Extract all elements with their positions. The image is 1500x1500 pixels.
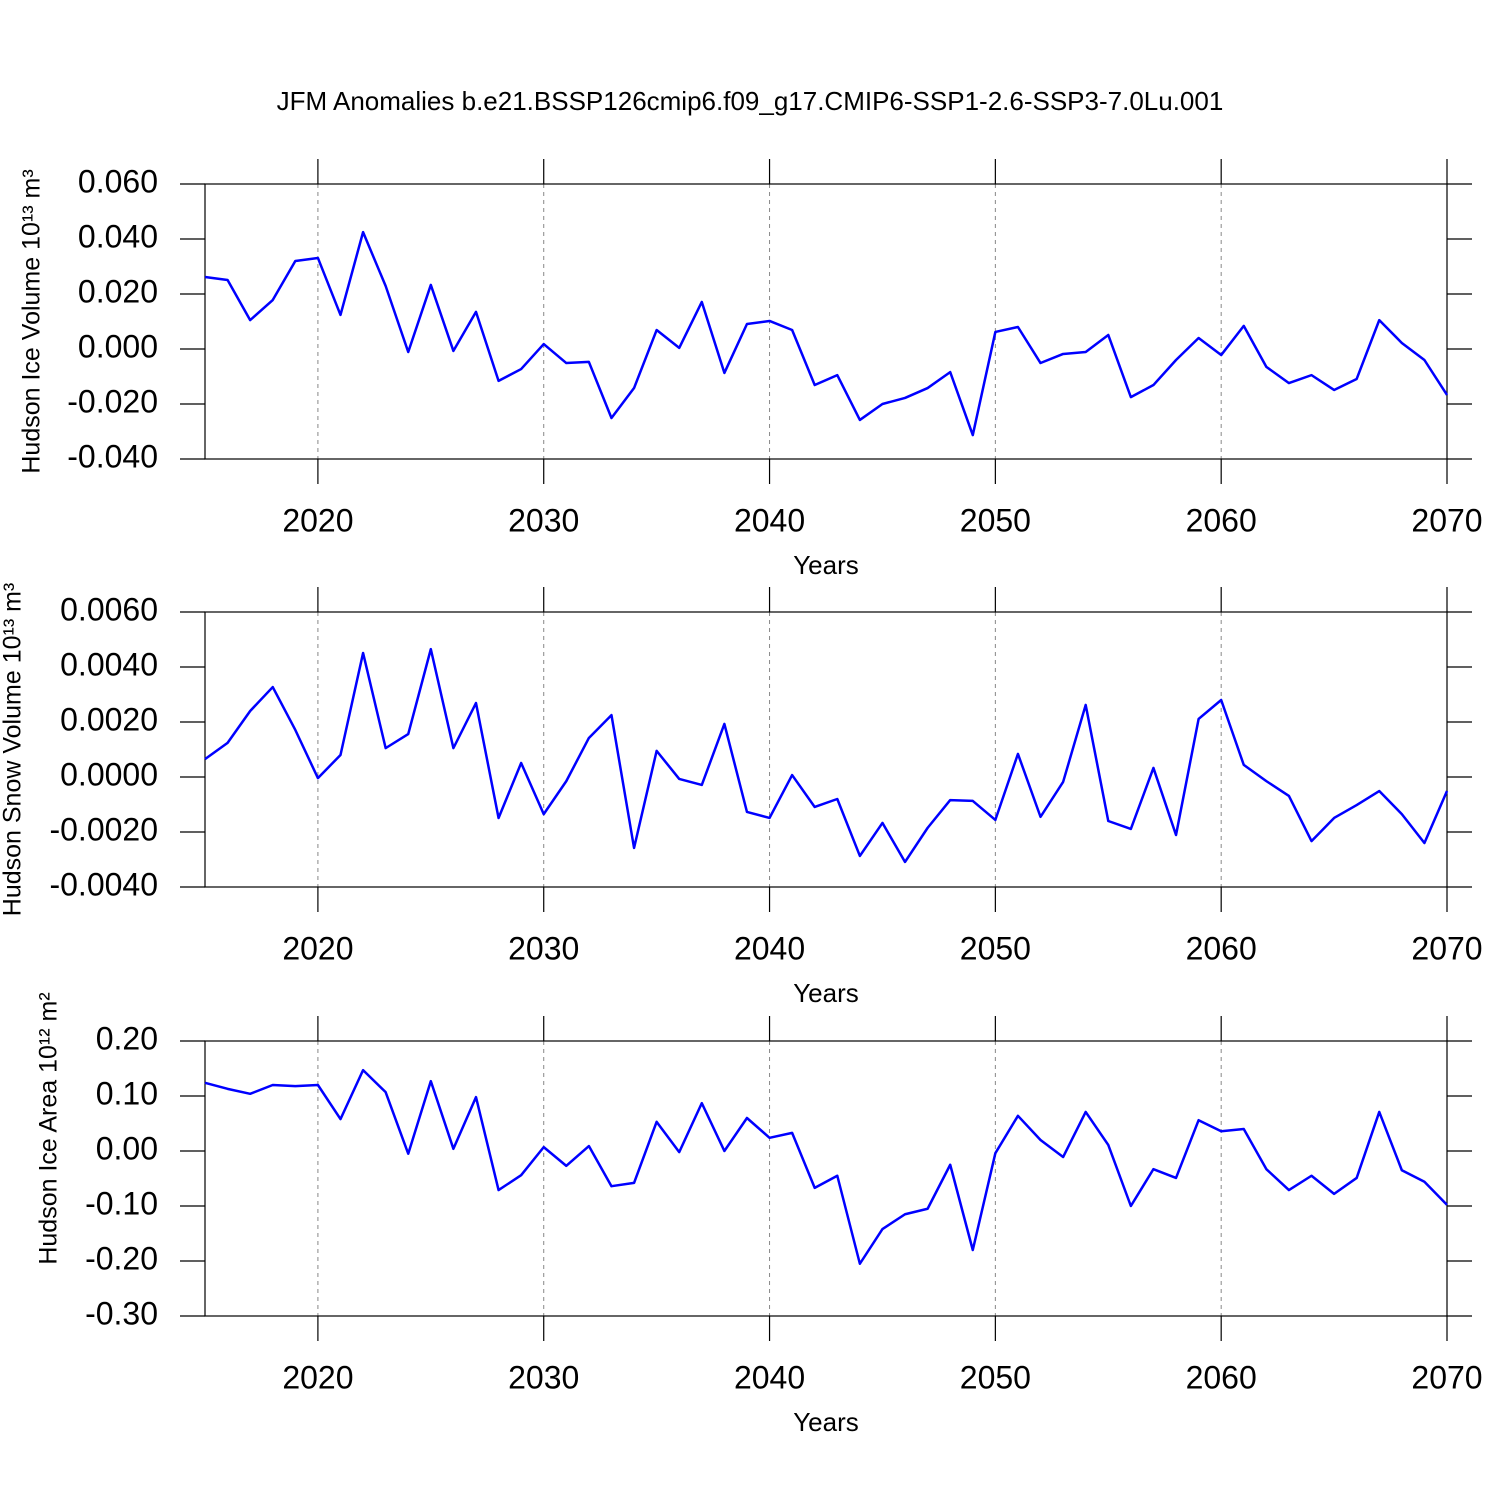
data-line [204, 1068, 1448, 1265]
y-tick-label: 0.0060 [60, 591, 158, 627]
y-tick-label: 0.0000 [60, 756, 158, 792]
plot-frame [204, 1040, 1448, 1317]
y-tick-label: -0.040 [67, 438, 158, 474]
x-tick-label: 2050 [960, 930, 1031, 966]
x-tick-label: 2020 [282, 1359, 353, 1395]
y-tick-label: 0.20 [96, 1020, 158, 1056]
y-tick-label: -0.0040 [49, 866, 158, 902]
x-tick-label: 2060 [1186, 1359, 1257, 1395]
x-tick-label: 2030 [508, 930, 579, 966]
x-tick-label: 2050 [960, 502, 1031, 538]
x-axis-label: Years [793, 550, 859, 580]
x-tick-label: 2060 [1186, 930, 1257, 966]
y-tick-label: -0.10 [85, 1185, 158, 1221]
x-tick-label: 2030 [508, 502, 579, 538]
y-axis-label: Hudson Snow Volume 10¹³ m³ [0, 583, 27, 916]
y-tick-label: 0.0040 [60, 646, 158, 682]
y-tick-label: 0.040 [78, 218, 158, 254]
x-axis-label: Years [793, 978, 859, 1008]
x-tick-label: 2070 [1411, 930, 1482, 966]
x-tick-label: 2020 [282, 930, 353, 966]
x-tick-label: 2040 [734, 930, 805, 966]
x-tick-label: 2060 [1186, 502, 1257, 538]
x-tick-label: 2040 [734, 502, 805, 538]
y-axis-label: Hudson Ice Volume 10¹³ m³ [18, 169, 46, 473]
y-tick-label: -0.020 [67, 383, 158, 419]
x-tick-label: 2040 [734, 1359, 805, 1395]
y-tick-label: 0.060 [78, 163, 158, 199]
y-tick-label: 0.000 [78, 328, 158, 364]
x-tick-label: 2030 [508, 1359, 579, 1395]
chart-title: JFM Anomalies b.e21.BSSP126cmip6.f09_g17… [277, 86, 1224, 116]
y-tick-label: 0.0020 [60, 701, 158, 737]
y-tick-label: 0.10 [96, 1075, 158, 1111]
y-tick-label: 0.020 [78, 273, 158, 309]
x-tick-label: 2070 [1411, 1359, 1482, 1395]
y-tick-label: -0.0020 [49, 811, 158, 847]
y-tick-label: -0.20 [85, 1240, 158, 1276]
plot-frame [204, 611, 1448, 888]
data-line [204, 230, 1449, 437]
plot-frame [204, 183, 1448, 460]
data-line [204, 647, 1449, 864]
y-axis-label: Hudson Ice Area 10¹² m² [35, 992, 63, 1264]
y-tick-label: -0.30 [85, 1295, 158, 1331]
y-tick-label: 0.00 [96, 1130, 158, 1166]
x-tick-label: 2050 [960, 1359, 1031, 1395]
x-tick-label: 2070 [1411, 502, 1482, 538]
x-axis-label: Years [793, 1407, 859, 1437]
x-tick-label: 2020 [282, 502, 353, 538]
